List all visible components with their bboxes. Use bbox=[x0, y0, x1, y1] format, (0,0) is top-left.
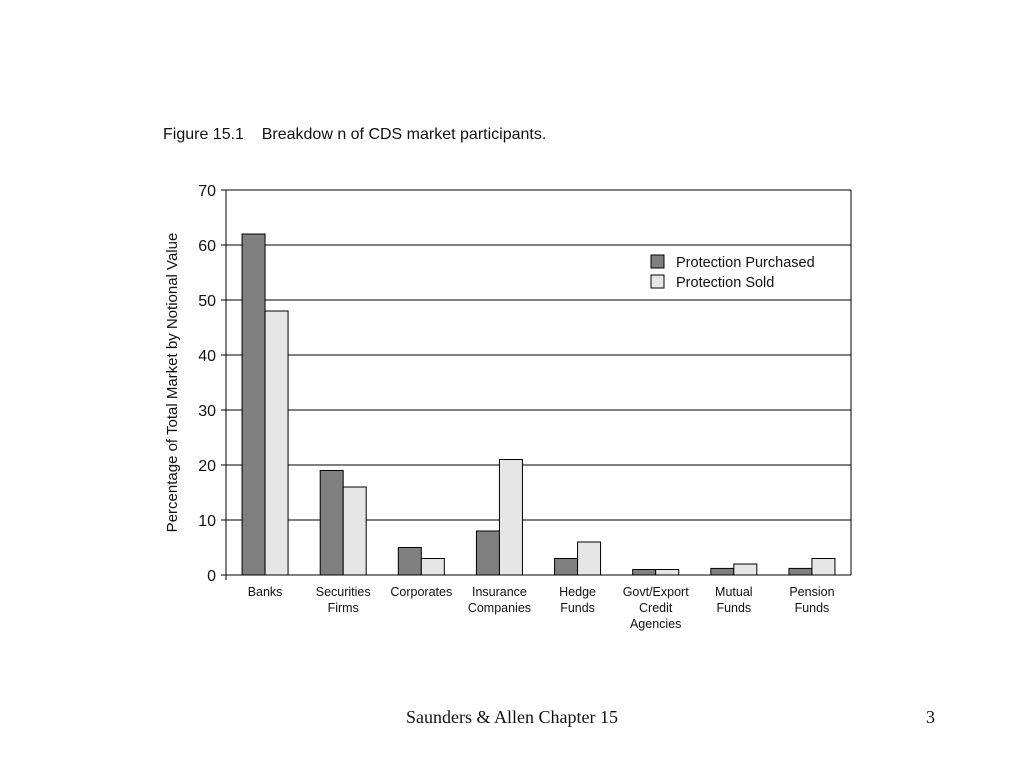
x-tick-label: Mutual Funds bbox=[715, 585, 753, 615]
y-tick-label: 10 bbox=[198, 513, 216, 530]
bar-protection-sold bbox=[733, 563, 758, 576]
y-tick-label: 0 bbox=[207, 568, 216, 585]
bar-chart: 0 10 20 30 40 50 60 70 Banks Securities Firms Corpo… bbox=[164, 183, 852, 631]
bar-protection-purchased bbox=[397, 547, 422, 576]
legend-label: Protection Purchased bbox=[676, 255, 815, 271]
x-tick-label: Insurance Companies bbox=[468, 585, 531, 615]
legend-label: Protection Sold bbox=[676, 275, 774, 291]
bar-protection-purchased bbox=[554, 558, 579, 576]
x-tick-label: Corporates bbox=[390, 585, 452, 599]
x-tick-label: Hedge Funds bbox=[559, 585, 596, 615]
bar-protection-sold bbox=[264, 310, 289, 576]
x-tick-label: Securities Firms bbox=[316, 585, 371, 615]
bar-protection-purchased bbox=[788, 567, 813, 576]
bar-protection-purchased bbox=[475, 530, 500, 576]
bar-protection-purchased bbox=[632, 569, 657, 576]
y-tick-label: 50 bbox=[198, 293, 216, 310]
footer-source: Saunders & Allen Chapter 15 bbox=[406, 707, 618, 727]
bar-protection-sold bbox=[498, 459, 523, 576]
y-tick-label: 30 bbox=[198, 403, 216, 420]
y-tick-label: 60 bbox=[198, 238, 216, 255]
x-tick-label: Banks bbox=[248, 585, 283, 599]
legend-swatch bbox=[650, 254, 665, 269]
y-axis-label: Percentage of Total Market by Notional V… bbox=[164, 233, 181, 533]
legend-swatch bbox=[650, 274, 665, 289]
bar-protection-sold bbox=[811, 558, 836, 576]
bar-protection-purchased bbox=[319, 470, 344, 576]
y-tick-label: 20 bbox=[198, 458, 216, 475]
bar-protection-sold bbox=[342, 486, 367, 576]
y-tick-label: 40 bbox=[198, 348, 216, 365]
x-tick-label: Govt/Export Credit Agencies bbox=[623, 585, 690, 631]
bar-protection-sold bbox=[577, 541, 602, 576]
bar-protection-purchased bbox=[241, 233, 266, 576]
bar-protection-sold bbox=[655, 569, 680, 576]
x-tick-label: Pension Funds bbox=[789, 585, 834, 615]
figure-title: Figure 15.1 Breakdow n of CDS market par… bbox=[163, 126, 547, 143]
page-number: 3 bbox=[926, 707, 935, 727]
bar-protection-purchased bbox=[710, 567, 735, 576]
y-tick-label: 70 bbox=[198, 183, 216, 200]
bar-protection-sold bbox=[420, 558, 445, 576]
